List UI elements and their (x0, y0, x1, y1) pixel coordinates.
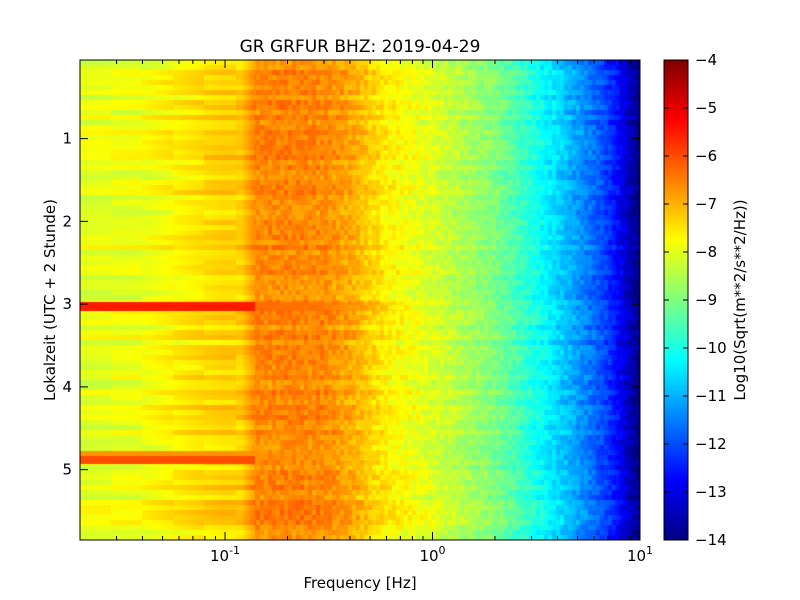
colorbar-tick-label: −8 (695, 243, 717, 261)
colorbar-tick-label: −12 (695, 435, 727, 453)
x-tick-label: 100 (419, 544, 445, 565)
colorbar-ticks: −4 −5 −6 −7 −8 −9 −10 −11 −12 −13 −14 (664, 51, 727, 549)
x-axis-label: Frequency [Hz] (303, 574, 416, 592)
colorbar-tick-label: −14 (695, 531, 727, 549)
colorbar-tick-label: −10 (695, 339, 727, 357)
colorbar: −4 −5 −6 −7 −8 −9 −10 −11 −12 −13 −14 (663, 51, 727, 549)
chart-title: GR GRFUR BHZ: 2019-04-29 (240, 37, 481, 57)
colorbar-tick-label: −7 (695, 195, 717, 213)
y-tick-label: 2 (62, 212, 72, 230)
x-tick-label: 101 (627, 544, 653, 565)
colorbar-tick-label: −11 (695, 387, 727, 405)
y-tick-label: 5 (62, 461, 72, 479)
colorbar-tick-label: −13 (695, 483, 727, 501)
colorbar-tick-label: −9 (695, 291, 717, 309)
x-tick-label: 10-1 (210, 544, 240, 565)
heatmap-image (80, 60, 640, 540)
y-tick-label: 4 (62, 378, 72, 396)
y-tick-label: 1 (62, 130, 72, 148)
y-axis-ticks: 1 2 3 4 5 (62, 130, 640, 479)
plot-area: 10-1 100 101 1 2 3 4 5 (62, 59, 653, 565)
colorbar-tick-label: −4 (695, 51, 717, 69)
colorbar-label: Log10(Sqrt(m**2/s**2/Hz)) (731, 199, 749, 400)
colorbar-tick-label: −5 (695, 99, 717, 117)
plot-frame (79, 59, 641, 541)
x-axis-ticks: 10-1 100 101 (79, 60, 653, 565)
colorbar-tick-label: −6 (695, 147, 717, 165)
y-tick-label: 3 (62, 295, 72, 313)
y-axis-label: Lokalzeit (UTC + 2 Stunde) (41, 199, 59, 401)
